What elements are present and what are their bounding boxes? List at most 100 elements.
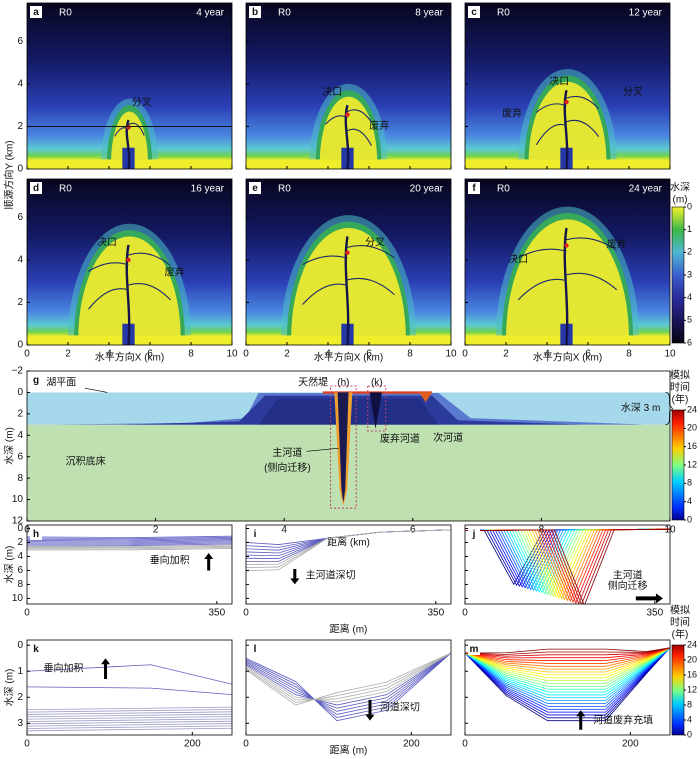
profile-line: [27, 542, 232, 545]
x-tick-label: 4: [281, 525, 287, 536]
x-tick-label: 6: [147, 349, 153, 360]
colorbar-tick-label: 24: [687, 639, 697, 649]
branch: [566, 272, 618, 291]
y-tick-label: 2: [17, 692, 23, 703]
y-tick-label: 2: [17, 121, 23, 132]
branch: [128, 282, 171, 301]
x-tick-label: 0: [243, 349, 249, 360]
annotation: 分叉: [132, 97, 152, 109]
annotation: 主河道: [613, 569, 643, 582]
annotation: 河道深切: [380, 700, 420, 713]
letter-box: [468, 528, 480, 540]
colorbar-title: 模拟: [670, 369, 690, 382]
branch: [347, 277, 395, 296]
frame: [245, 2, 452, 170]
profile-line: [27, 540, 232, 543]
letter-box: [30, 6, 42, 18]
branch: [535, 103, 567, 113]
map-panel: [27, 3, 232, 169]
profile-line: [246, 652, 451, 722]
colorbar-tick-label: 16: [687, 441, 697, 451]
profile-line: [246, 652, 451, 706]
arrow: [101, 658, 111, 680]
frame: [26, 370, 671, 522]
run-label: R0: [278, 8, 291, 19]
colorbar-tick-label: 8: [687, 699, 692, 709]
colorbar-title: 时间: [670, 381, 690, 394]
profile-line: [465, 647, 670, 693]
x-tick-label: 2: [65, 349, 71, 360]
y-tick-label: 2: [17, 297, 23, 308]
x-tick-label: 10: [664, 349, 676, 360]
profile-line: [246, 652, 451, 715]
panel-letter: c: [471, 7, 477, 18]
branch: [566, 95, 600, 110]
profile-line: [27, 706, 232, 711]
y-tick-label: 6: [17, 451, 23, 462]
profile-line: [27, 718, 232, 722]
x-tick-label: 0: [243, 608, 249, 619]
colorbar: [671, 644, 685, 736]
profile-line: [27, 723, 232, 727]
x-tick-label: 4: [544, 349, 550, 360]
letter-box: [468, 6, 480, 18]
frame: [464, 524, 671, 605]
x-tick-label: 2: [284, 349, 290, 360]
profile-line: [27, 545, 232, 549]
colorbar-tick-label: 12: [687, 459, 697, 469]
avulsion-point: [126, 257, 131, 263]
branch: [88, 262, 129, 272]
y-tick-label: 6: [17, 565, 23, 576]
colorbar: [671, 206, 685, 344]
profile-line: [27, 709, 232, 713]
profile-line: [465, 647, 670, 670]
annotation: 水深 3 m: [621, 402, 660, 414]
annotation: 决口: [97, 236, 117, 248]
profile-line: [27, 544, 232, 547]
profile-line: [27, 539, 232, 542]
frame: [464, 639, 671, 736]
profile-line: [27, 546, 232, 550]
profile-line: [465, 647, 670, 657]
branch: [518, 248, 567, 259]
x-tick-label: 6: [366, 349, 372, 360]
panel-letter: j: [472, 529, 476, 540]
channel: [563, 227, 569, 345]
run-label: R0: [497, 8, 510, 19]
profile-line: [27, 720, 232, 725]
avulsion-point: [564, 99, 569, 105]
profile-line: [465, 647, 670, 690]
y-axis-label: 水深 (m): [4, 546, 16, 584]
map-panel: [27, 179, 232, 345]
frame: [26, 524, 233, 605]
y-tick-label: 3: [17, 718, 23, 729]
annotation: 湖平面: [46, 376, 76, 388]
x-tick-label: 0: [462, 349, 468, 360]
x-tick-label: 0: [243, 739, 249, 750]
y-tick-label: 6: [17, 36, 23, 47]
colorbar-tick-label: 1: [687, 224, 692, 234]
branch: [128, 252, 171, 267]
y-tick-label: 2: [17, 408, 23, 419]
x-tick-label: 4: [106, 349, 112, 360]
y-tick-label: 0: [17, 523, 23, 534]
branch: [347, 109, 372, 123]
profile-line: [465, 647, 670, 667]
colorbar-tick-label: 24: [687, 404, 697, 414]
profile-line: [27, 536, 232, 540]
y-tick-label: 4: [17, 255, 23, 266]
profile-panel: [27, 535, 232, 551]
profile-line: [465, 528, 670, 604]
panel-letter: b: [252, 7, 258, 18]
dashed-box-h: [329, 385, 357, 509]
annotation: 垂向加积: [150, 553, 190, 566]
y-tick-label: 0: [17, 640, 23, 651]
profile-line: [465, 647, 670, 702]
profile-panel: [465, 528, 670, 604]
avulsion-point: [126, 125, 131, 130]
profile-line: [27, 711, 232, 715]
annotation: 废弃河道: [380, 432, 420, 445]
panel-letter: m: [470, 644, 479, 655]
colorbar-tick-label: 0: [687, 514, 692, 524]
